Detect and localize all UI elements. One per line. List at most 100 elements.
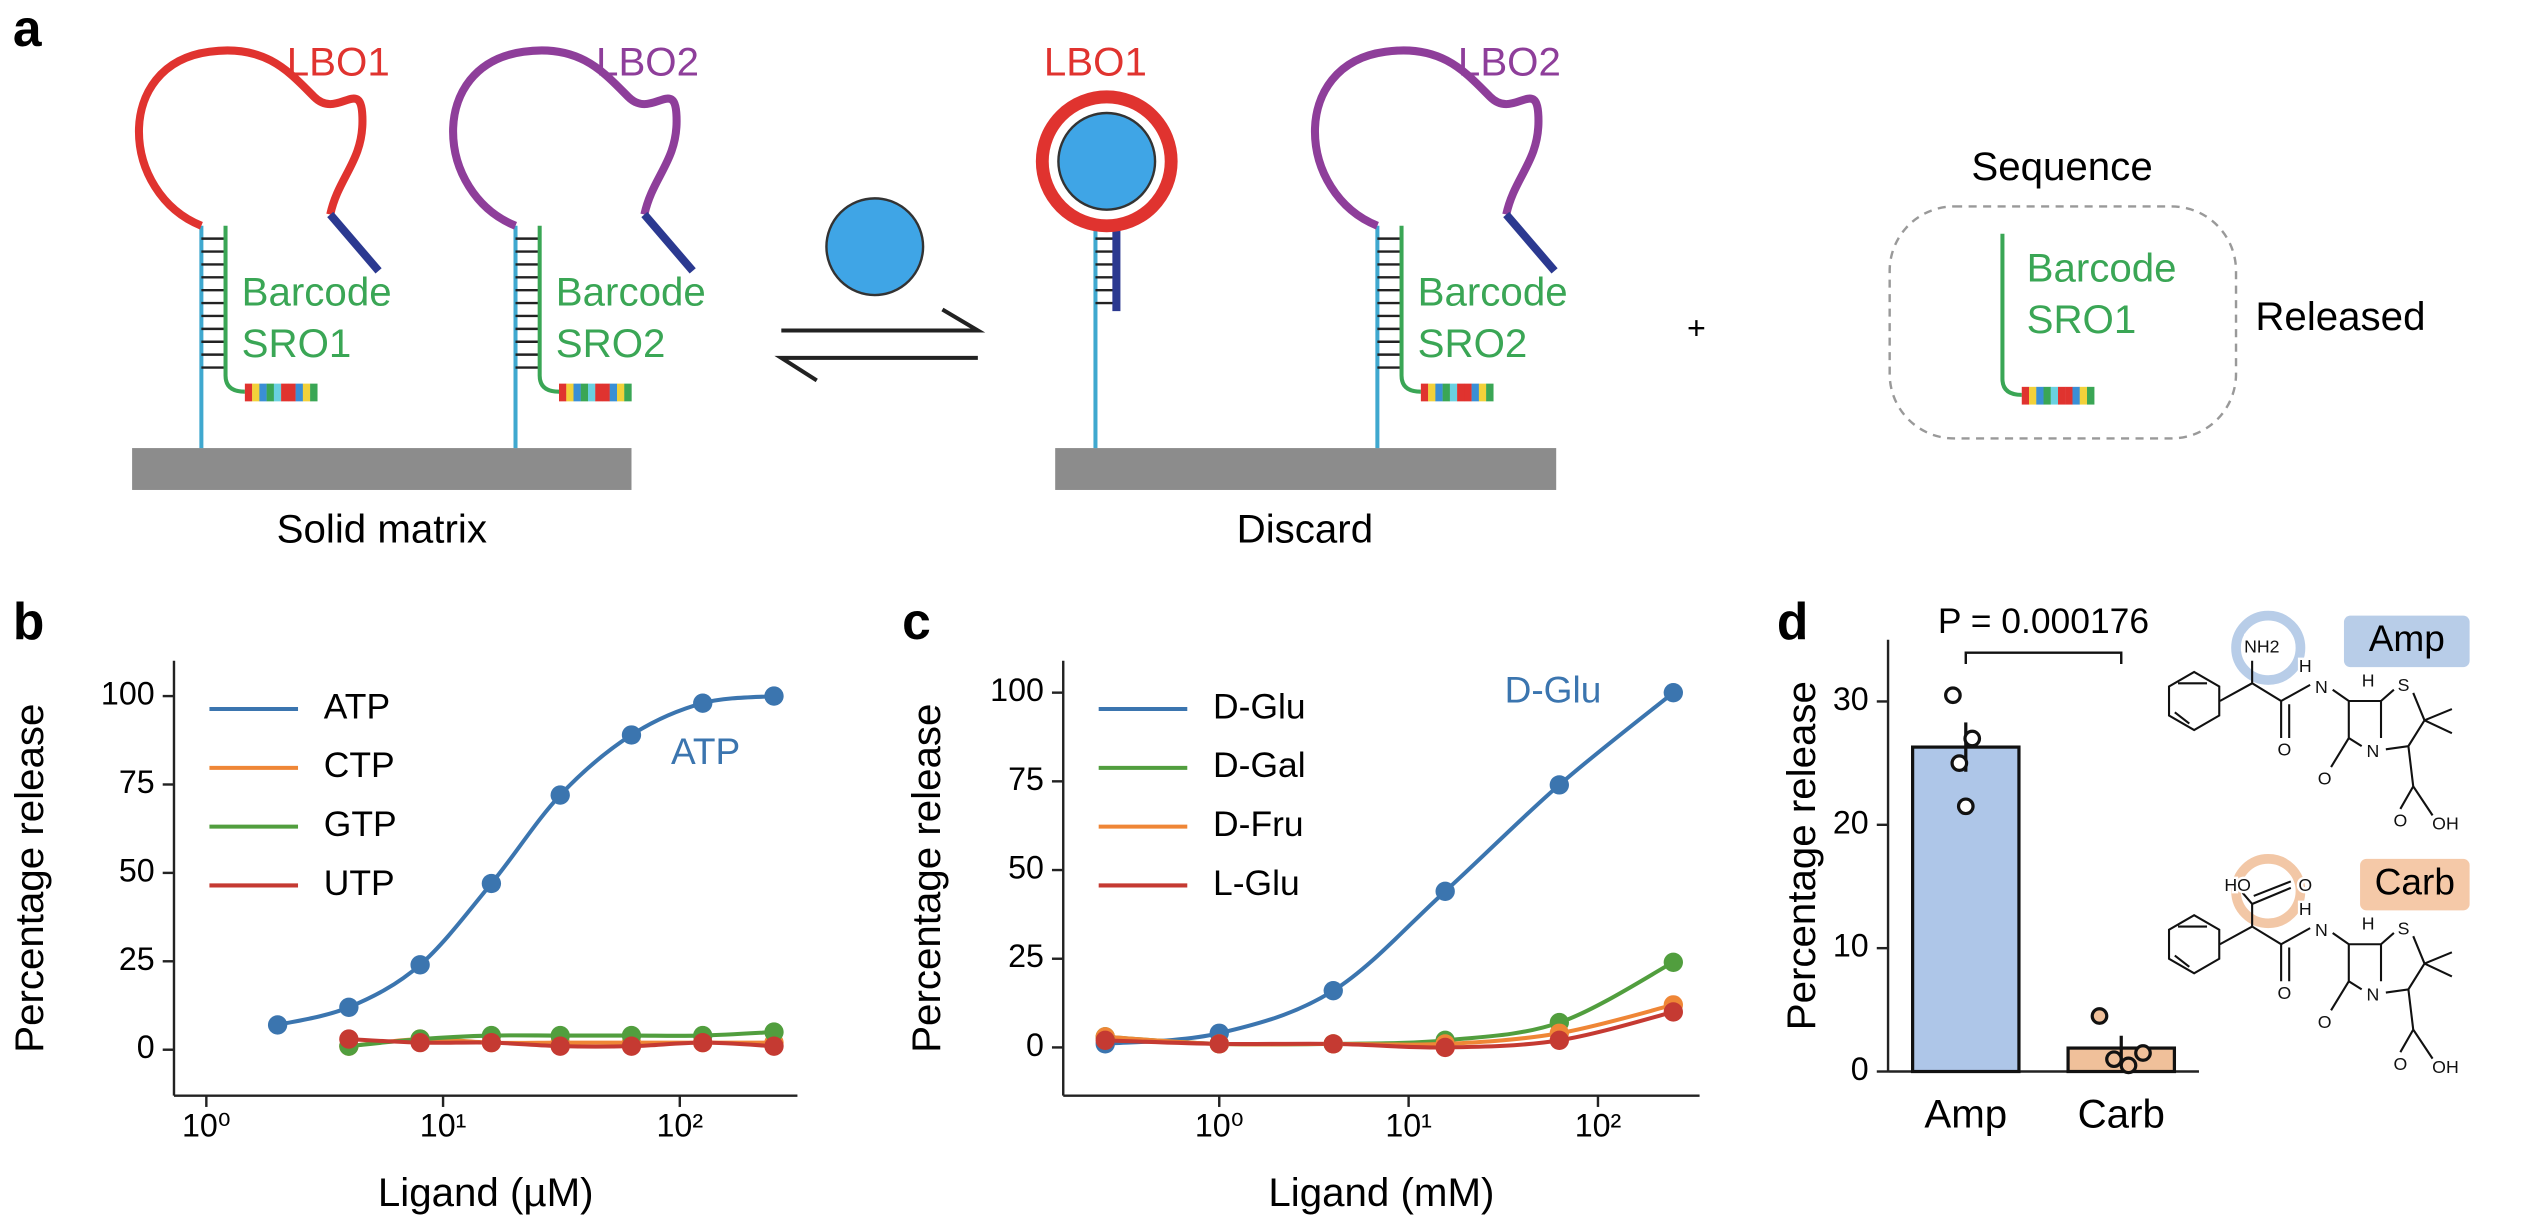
- data-point: [2119, 1056, 2138, 1075]
- matrix-label: Solid matrix: [277, 506, 487, 551]
- atom-label: NH2: [2244, 637, 2279, 657]
- annotation: D-Glu: [1505, 669, 1602, 711]
- series-line: [1105, 1009, 1674, 1050]
- barcode-stripe: [2036, 386, 2044, 405]
- barcode-stripe: [1442, 383, 1451, 402]
- atom-label: O: [2277, 983, 2291, 1003]
- atom-label: H: [2299, 656, 2312, 676]
- bond: [2167, 670, 2221, 732]
- x-tick-label: Carb: [2078, 1091, 2165, 1136]
- sro-label: SRO2: [1418, 321, 1528, 366]
- matrix: [132, 448, 632, 490]
- structure-name: Amp: [2369, 617, 2445, 659]
- atom-label: O: [2277, 740, 2291, 760]
- matrix-label: Discard: [1237, 506, 1373, 551]
- data-point: [1549, 775, 1569, 795]
- data-point: [764, 1022, 784, 1042]
- data-point: [1095, 1030, 1115, 1050]
- strand: [1399, 225, 1421, 394]
- atom-label: OH: [2432, 814, 2459, 834]
- x-tick-label: 10⁰: [1195, 1107, 1244, 1143]
- strand: [537, 225, 560, 394]
- barcode-stripe: [266, 383, 275, 402]
- x-tick-label: Amp: [1924, 1091, 2007, 1136]
- data-point: [1663, 682, 1683, 703]
- data-point: [693, 693, 713, 713]
- legend-label: D-Gal: [1213, 745, 1306, 785]
- annotation: ATP: [671, 730, 740, 772]
- atom-label: N: [2315, 677, 2328, 697]
- matrix: [1055, 448, 1557, 490]
- tail: [327, 211, 382, 274]
- x-tick-label: 10¹: [1385, 1107, 1432, 1143]
- y-tick-label: 50: [1008, 850, 1044, 886]
- barcode-stripe: [281, 383, 289, 402]
- data-point: [621, 725, 642, 745]
- data-point: [1944, 686, 1962, 705]
- arrow: [781, 307, 986, 333]
- loop-label: LBO1: [287, 39, 390, 84]
- data-point: [1663, 952, 1683, 972]
- data-point: [1323, 980, 1343, 1001]
- barcode-stripe: [2050, 386, 2059, 405]
- bond: [2219, 880, 2453, 1060]
- data-point: [1963, 729, 1982, 748]
- data-point: [1663, 1002, 1683, 1022]
- y-tick-label: 10: [1833, 928, 1869, 964]
- data-point: [2134, 1044, 2152, 1062]
- plus: +: [1687, 310, 1706, 346]
- data-point: [410, 955, 430, 975]
- atom-label: O: [2318, 1012, 2332, 1032]
- data-point: [1209, 1034, 1229, 1054]
- atom-label: H: [2362, 670, 2375, 690]
- atom-label: S: [2398, 675, 2410, 695]
- legend-label: UTP: [324, 863, 395, 903]
- panel-label: a: [13, 0, 42, 57]
- y-tick-label: 100: [101, 676, 155, 712]
- data-point: [1950, 754, 1969, 772]
- legend-label: ATP: [324, 686, 390, 726]
- data-point: [764, 1036, 784, 1056]
- sequence-label: Sequence: [1971, 144, 2152, 189]
- barcode-stripe: [602, 383, 610, 402]
- data-point: [550, 785, 570, 805]
- legend-label: D-Fru: [1213, 804, 1304, 844]
- y-tick-label: 30: [1833, 681, 1869, 717]
- x-axis-label: Ligand (mM): [1268, 1170, 1494, 1215]
- data-point: [764, 686, 784, 706]
- barcode-label: Barcode: [242, 270, 392, 315]
- y-tick-label: 75: [1008, 761, 1044, 797]
- barcode-stripe: [580, 383, 589, 402]
- barcode-label: Barcode: [2027, 246, 2177, 291]
- barcode-stripe: [1478, 383, 1487, 402]
- legend-label: L-Glu: [1213, 863, 1300, 903]
- annotation: P = 0.000176: [1938, 601, 2149, 641]
- x-tick-label: 10²: [657, 1107, 704, 1143]
- data-point: [410, 1032, 430, 1053]
- barcode-stripe: [2021, 386, 2030, 405]
- y-axis-label: Percentage release: [904, 704, 949, 1053]
- barcode-label: Barcode: [1418, 270, 1568, 315]
- atom-label: H: [2362, 914, 2375, 934]
- atom-label: N: [2315, 920, 2328, 940]
- atom-label: OH: [2432, 1057, 2459, 1077]
- name-box: [2343, 615, 2470, 668]
- diagram: LBO1 LBO2 Barcode SRO1 Barcode SRO2 Soli…: [242, 39, 2426, 551]
- barcode-stripe: [617, 383, 625, 402]
- sro-label: SRO1: [242, 321, 352, 366]
- series-line: [277, 694, 775, 1027]
- y-tick-label: 25: [1008, 938, 1044, 974]
- ligand: [1057, 111, 1157, 211]
- bond: [2219, 660, 2453, 816]
- barcode-stripe: [295, 383, 304, 402]
- atom-label: O: [2298, 875, 2312, 895]
- ligand: [825, 197, 925, 297]
- legend-label: GTP: [324, 804, 397, 844]
- barcode-stripe: [566, 383, 574, 402]
- data-point: [1435, 881, 1455, 901]
- barcode-stripe: [302, 383, 311, 402]
- panel-label: c: [902, 592, 931, 650]
- loop: [134, 46, 367, 230]
- data-point: [1323, 1034, 1343, 1054]
